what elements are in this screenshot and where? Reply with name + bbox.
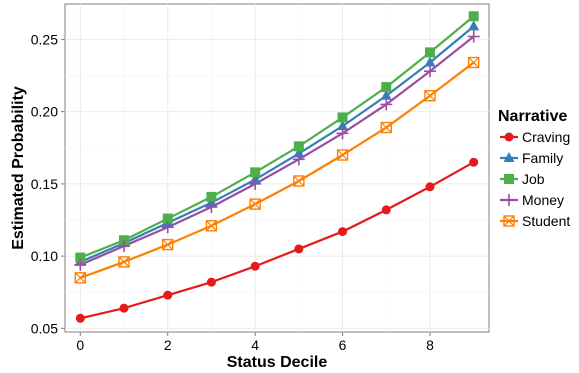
y-tick-label: 0.20 [31,104,58,120]
series-points [74,11,480,323]
data-point-craving [338,227,348,237]
legend-item-job: Job [500,171,545,187]
legend-label-job: Job [522,171,545,187]
series-points-money [74,30,480,271]
x-tick-label: 4 [251,337,259,353]
legend-key-marker-family [503,152,515,162]
data-point-student [424,90,436,102]
data-point-student [468,56,480,69]
legend: Narrative Craving Family Job Money Student [498,108,570,229]
legend-label-family: Family [522,150,563,166]
legend-key-marker-job [504,174,514,184]
data-point-craving [75,313,85,323]
legend-key-marker-student [503,215,515,227]
series-line-money [79,35,475,266]
data-point-money [467,30,480,43]
y-axis-title: Estimated Probability [10,86,27,250]
data-point-money [380,98,393,111]
data-point-money [292,153,305,166]
x-axis-title: Status Decile [227,354,328,371]
x-axis: 0 2 4 6 8 [76,332,434,353]
legend-title: Narrative [498,108,567,125]
x-tick-label: 8 [426,337,434,353]
data-point-family [337,120,349,131]
plot-panel [64,3,490,333]
data-point-job [206,191,217,202]
data-point-student [293,175,305,187]
series-line-student [79,61,475,279]
data-point-job [75,252,86,263]
data-point-family [424,56,436,67]
data-point-student [249,198,261,210]
y-axis: 0.05 0.10 0.15 0.20 0.25 [31,31,65,336]
x-tick-label: 0 [76,337,84,353]
data-point-job [337,112,348,123]
data-point-job [250,167,261,178]
y-tick-label: 0.10 [31,248,58,264]
legend-label-student: Student [522,213,570,229]
data-point-money [249,177,262,190]
data-point-craving [381,205,391,215]
series-line-family [79,25,475,263]
data-point-money [205,201,218,214]
data-point-money [336,127,349,140]
legend-label-craving: Craving [522,129,570,145]
data-point-craving [163,290,173,300]
data-point-job [424,47,435,58]
data-point-family [380,89,392,100]
data-point-job [293,141,304,152]
series-lines [79,15,475,320]
series-points-craving [75,157,479,323]
data-point-student [336,149,349,161]
x-tick-label: 2 [164,337,172,353]
data-point-money [118,240,131,253]
data-point-money [161,221,174,234]
data-point-job [468,11,479,22]
legend-label-money: Money [522,192,564,208]
grid-minor [65,4,489,332]
y-tick-label: 0.15 [31,176,58,192]
legend-item-family: Family [500,150,563,166]
data-point-craving [469,157,479,167]
legend-key-marker-money [503,194,515,206]
legend-item-money: Money [500,192,564,208]
series-line-craving [80,161,475,320]
data-point-craving [206,277,216,287]
data-point-student [205,220,218,232]
data-point-student [162,238,174,251]
data-point-craving [294,244,304,254]
legend-item-craving: Craving [500,129,570,145]
x-tick-label: 6 [339,337,347,353]
data-point-family [468,20,480,31]
data-point-craving [250,261,260,271]
data-point-job [381,82,392,93]
y-tick-label: 0.25 [31,31,58,47]
data-point-craving [119,303,129,313]
data-point-money [423,65,436,78]
data-point-craving [425,182,435,192]
data-point-job [162,213,173,224]
data-point-money [74,258,87,271]
data-point-family [293,147,305,158]
data-point-student [380,121,392,134]
legend-item-student: Student [500,213,570,229]
y-tick-label: 0.05 [31,320,58,336]
data-point-student [74,272,86,284]
data-point-student [118,256,130,268]
series-line-job [79,15,475,259]
series-points-student [74,56,480,284]
legend-key-marker-craving [504,132,514,142]
